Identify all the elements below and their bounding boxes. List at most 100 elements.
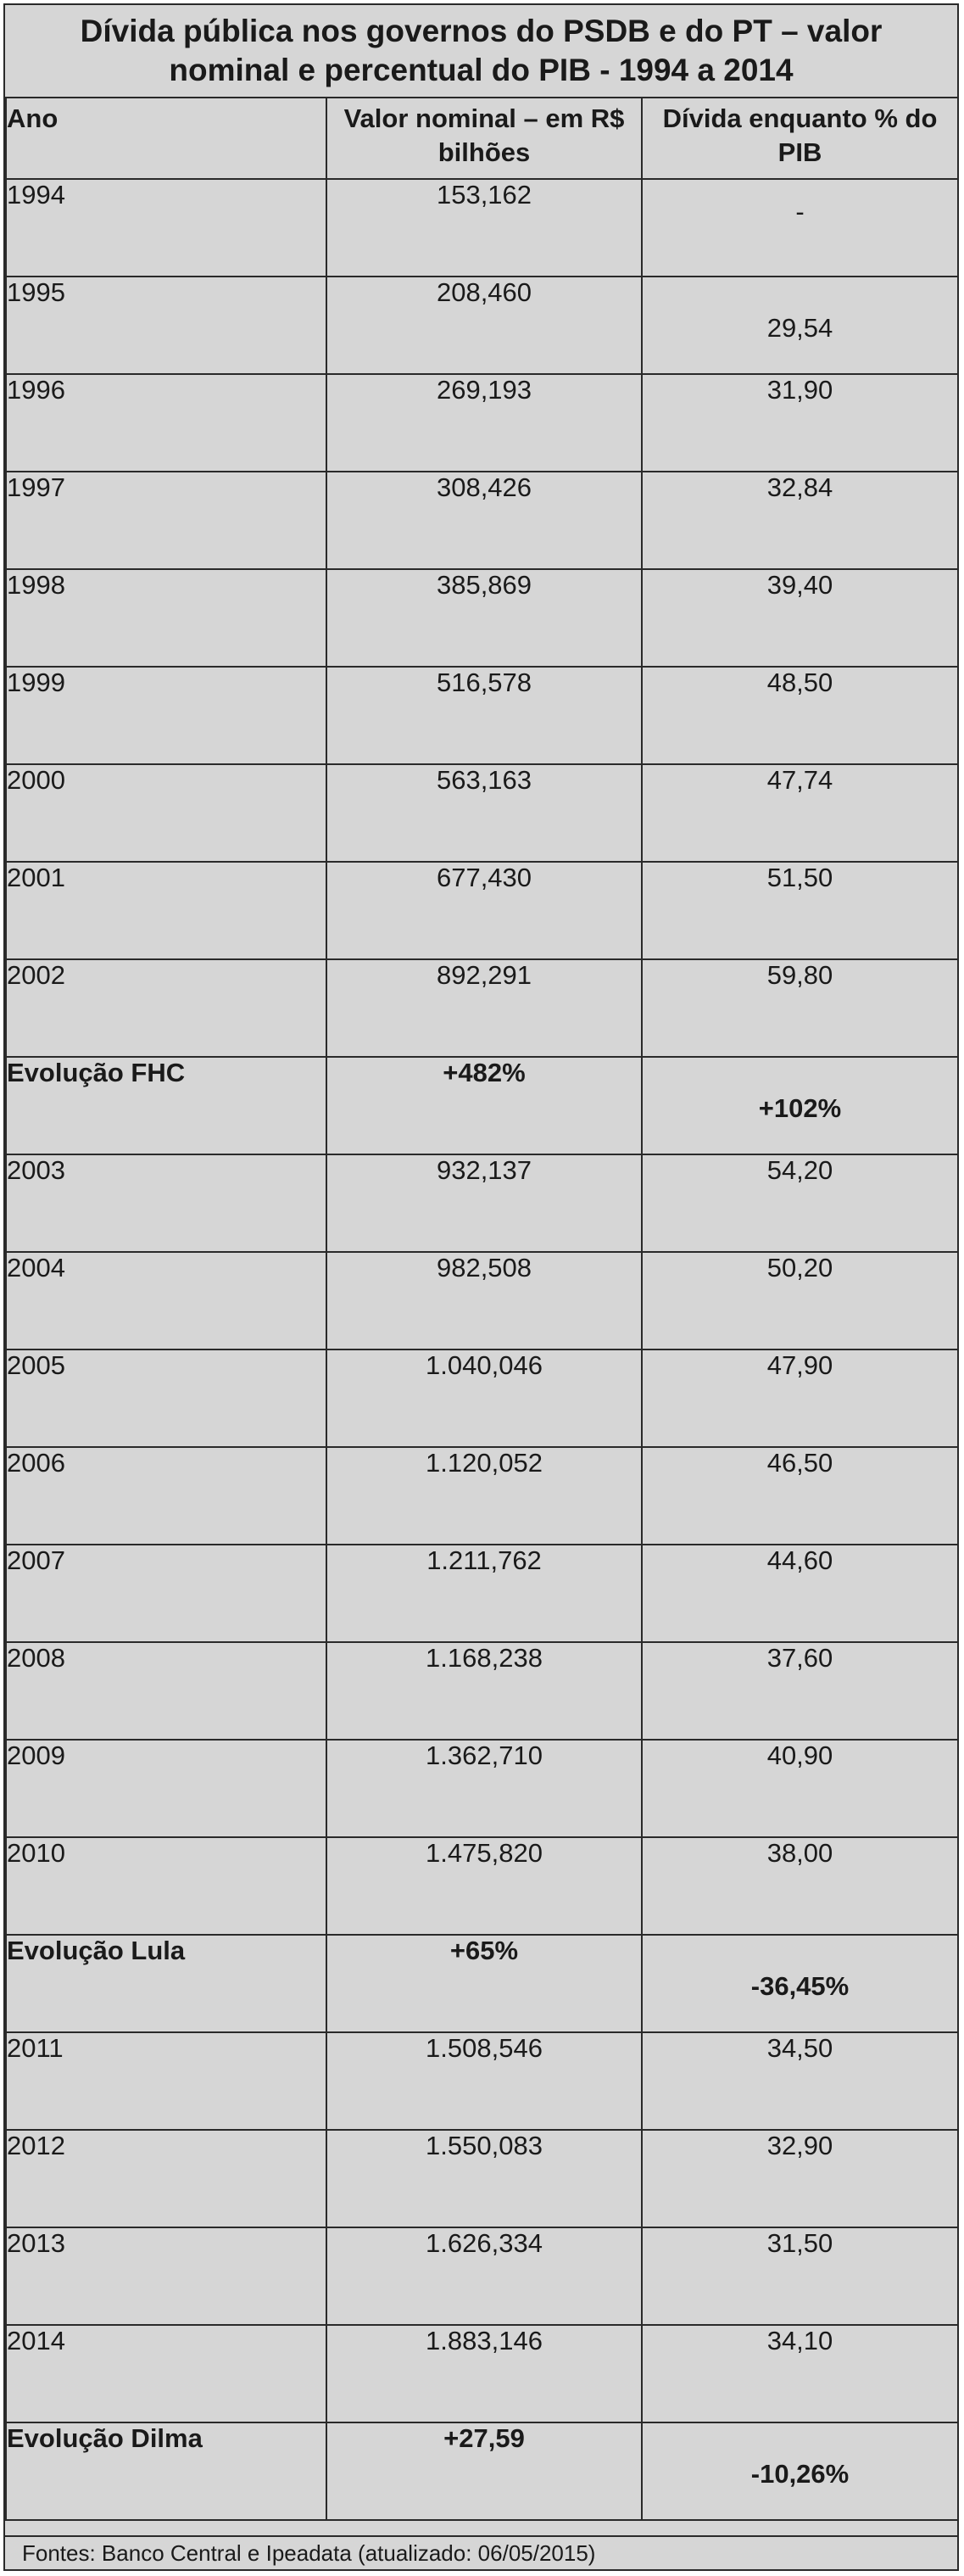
percent-gdp-cell: 34,10 (641, 2324, 959, 2423)
summary-row-lula: Evolução Lula +65% -36,45% (5, 1934, 959, 2033)
table-row: 2000 563,163 47,74 (5, 763, 959, 863)
table-row: 2005 1.040,046 47,90 (5, 1349, 959, 1448)
year-cell: 2000 (5, 763, 327, 863)
nominal-value-cell: 932,137 (326, 1154, 643, 1253)
percent-gdp-cell: 31,90 (641, 373, 959, 472)
nominal-value-cell: 1.883,146 (326, 2324, 643, 2423)
percent-gdp-cell: 50,20 (641, 1251, 959, 1350)
table-row: 1998 385,869 39,40 (5, 568, 959, 668)
year-cell: 1995 (5, 276, 327, 375)
year-cell: 2014 (5, 2324, 327, 2423)
source-note: Fontes: Banco Central e Ipeadata (atuali… (5, 2535, 957, 2569)
year-cell: 2013 (5, 2227, 327, 2326)
nominal-value-cell: 153,162 (326, 178, 643, 277)
header-row: Ano Valor nominal – em R$ bilhões Dívida… (5, 97, 959, 180)
table-row: 1994 153,162 - (5, 178, 959, 277)
nominal-value-cell: 677,430 (326, 861, 643, 960)
year-cell: 2001 (5, 861, 327, 960)
nominal-value-cell: 269,193 (326, 373, 643, 472)
summary-percent-cell: -36,45% (641, 1934, 959, 2033)
table-row: 1996 269,193 31,90 (5, 373, 959, 472)
percent-gdp-cell: 51,50 (641, 861, 959, 960)
percent-gdp-cell: 31,50 (641, 2227, 959, 2326)
nominal-value-cell: 308,426 (326, 471, 643, 570)
table-row: 2004 982,508 50,20 (5, 1251, 959, 1350)
year-cell: 1998 (5, 568, 327, 668)
year-cell: 2008 (5, 1641, 327, 1741)
year-cell: 2012 (5, 2129, 327, 2228)
nominal-value-cell: 563,163 (326, 763, 643, 863)
nominal-value-cell: 1.362,710 (326, 1739, 643, 1838)
table-row: 2010 1.475,820 38,00 (5, 1836, 959, 1936)
table-row: 1995 208,460 29,54 (5, 276, 959, 375)
percent-gdp-cell: 48,50 (641, 666, 959, 765)
year-cell: 1997 (5, 471, 327, 570)
year-cell: 1994 (5, 178, 327, 277)
percent-gdp-cell: 32,90 (641, 2129, 959, 2228)
year-cell: 2002 (5, 958, 327, 1058)
year-cell: 1996 (5, 373, 327, 472)
table-row: 1997 308,426 32,84 (5, 471, 959, 570)
summary-label-cell: Evolução Dilma (5, 2422, 327, 2521)
percent-gdp-cell: 38,00 (641, 1836, 959, 1936)
year-cell: 2006 (5, 1446, 327, 1545)
nominal-value-cell: 1.550,083 (326, 2129, 643, 2228)
percent-gdp-cell: 29,54 (641, 276, 959, 375)
table-row: 2011 1.508,546 34,50 (5, 2031, 959, 2131)
year-cell: 2007 (5, 1544, 327, 1643)
nominal-value-cell: 892,291 (326, 958, 643, 1058)
header-nominal-value: Valor nominal – em R$ bilhões (326, 97, 643, 180)
nominal-value-cell: 982,508 (326, 1251, 643, 1350)
nominal-value-cell: 1.168,238 (326, 1641, 643, 1741)
summary-percent-cell: -10,26% (641, 2422, 959, 2521)
nominal-value-cell: 208,460 (326, 276, 643, 375)
percent-gdp-cell: 40,90 (641, 1739, 959, 1838)
header-year: Ano (5, 97, 327, 180)
summary-label-cell: Evolução Lula (5, 1934, 327, 2033)
summary-label-cell: Evolução FHC (5, 1056, 327, 1155)
table-row: 2003 932,137 54,20 (5, 1154, 959, 1253)
table-row: 2012 1.550,083 32,90 (5, 2129, 959, 2228)
debt-table: Ano Valor nominal – em R$ bilhões Dívida… (5, 97, 959, 2521)
percent-gdp-cell: 39,40 (641, 568, 959, 668)
summary-row-dilma: Evolução Dilma +27,59 -10,26% (5, 2422, 959, 2521)
table-row: 2013 1.626,334 31,50 (5, 2227, 959, 2326)
nominal-value-cell: 516,578 (326, 666, 643, 765)
year-cell: 2010 (5, 1836, 327, 1936)
year-cell: 1999 (5, 666, 327, 765)
table-row: 2008 1.168,238 37,60 (5, 1641, 959, 1741)
nominal-value-cell: 385,869 (326, 568, 643, 668)
percent-gdp-cell: 47,90 (641, 1349, 959, 1448)
table-row: 2014 1.883,146 34,10 (5, 2324, 959, 2423)
percent-gdp-cell: 59,80 (641, 958, 959, 1058)
summary-row-fhc: Evolução FHC +482% +102% (5, 1056, 959, 1155)
nominal-value-cell: 1.508,546 (326, 2031, 643, 2131)
table-row: 1999 516,578 48,50 (5, 666, 959, 765)
nominal-value-cell: 1.475,820 (326, 1836, 643, 1936)
year-cell: 2003 (5, 1154, 327, 1253)
nominal-value-cell: 1.120,052 (326, 1446, 643, 1545)
year-cell: 2004 (5, 1251, 327, 1350)
year-cell: 2005 (5, 1349, 327, 1448)
summary-nominal-cell: +65% (326, 1934, 643, 2033)
percent-gdp-cell: 54,20 (641, 1154, 959, 1253)
summary-nominal-cell: +482% (326, 1056, 643, 1155)
percent-gdp-cell: 37,60 (641, 1641, 959, 1741)
table-row: 2007 1.211,762 44,60 (5, 1544, 959, 1643)
header-debt-percent-gdp: Dívida enquanto % do PIB (641, 97, 959, 180)
debt-table-document: Dívida pública nos governos do PSDB e do… (3, 3, 959, 2571)
percent-gdp-cell: 47,74 (641, 763, 959, 863)
percent-gdp-cell: 46,50 (641, 1446, 959, 1545)
summary-percent-cell: +102% (641, 1056, 959, 1155)
nominal-value-cell: 1.626,334 (326, 2227, 643, 2326)
summary-nominal-cell: +27,59 (326, 2422, 643, 2521)
table-row: 2009 1.362,710 40,90 (5, 1739, 959, 1838)
percent-gdp-cell: 34,50 (641, 2031, 959, 2131)
year-cell: 2009 (5, 1739, 327, 1838)
table-row: 2002 892,291 59,80 (5, 958, 959, 1058)
year-cell: 2011 (5, 2031, 327, 2131)
percent-gdp-cell: 44,60 (641, 1544, 959, 1643)
nominal-value-cell: 1.211,762 (326, 1544, 643, 1643)
table-title: Dívida pública nos governos do PSDB e do… (80, 14, 883, 87)
table-row: 2006 1.120,052 46,50 (5, 1446, 959, 1545)
